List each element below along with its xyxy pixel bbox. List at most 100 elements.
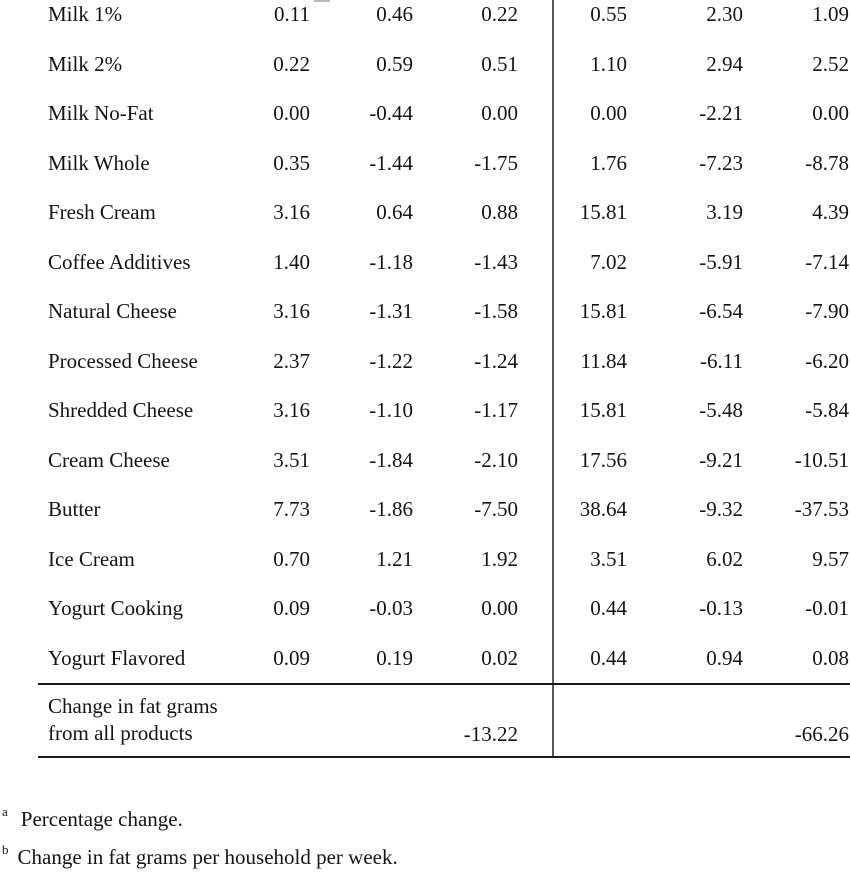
- value-cell: -7.50: [474, 497, 518, 522]
- value-cell: -1.22: [369, 348, 413, 373]
- value-cell: 1.09: [812, 2, 849, 27]
- value-cell: 15.81: [579, 299, 627, 324]
- value-cell: 2.37: [273, 348, 310, 373]
- value-cell: 1.92: [481, 546, 518, 571]
- value-cell: 0.44: [590, 645, 627, 670]
- value-cell: -5.84: [805, 398, 849, 423]
- dairy-products-table: Milk 1% 0.11 0.46 0.22 0.55 2.30 1.09 Mi…: [0, 0, 850, 758]
- value-cell: 2.94: [706, 51, 743, 76]
- value-cell: -6.20: [805, 348, 849, 373]
- value-cell: 0.70: [273, 546, 310, 571]
- value-cell: 0.22: [481, 2, 518, 27]
- value-cell: 1.40: [273, 249, 310, 274]
- table-row: Milk 2% 0.22 0.59 0.51 1.10 2.94 2.52: [0, 40, 850, 90]
- value-cell: 0.11: [274, 2, 310, 27]
- value-cell: 0.59: [376, 51, 413, 76]
- value-cell: 0.00: [590, 101, 627, 126]
- value-cell: -6.54: [699, 299, 743, 324]
- table-row: Milk Whole 0.35 -1.44 -1.75 1.76 -7.23 -…: [0, 139, 850, 189]
- value-cell: 0.02: [481, 645, 518, 670]
- product-label: Fresh Cream: [48, 200, 156, 225]
- summary-label: Change in fat grams from all products: [48, 685, 413, 747]
- value-cell: 15.81: [579, 200, 627, 225]
- summary-left-total: -13.22: [463, 722, 518, 746]
- value-cell: 0.00: [273, 101, 310, 126]
- value-cell: 2.30: [706, 2, 743, 27]
- table-row: Coffee Additives 1.40 -1.18 -1.43 7.02 -…: [0, 238, 850, 288]
- value-cell: 6.02: [706, 546, 743, 571]
- product-label: Milk No-Fat: [48, 101, 154, 126]
- footnote-b-marker: b: [2, 842, 9, 857]
- summary-label-line2: from all products: [48, 721, 193, 745]
- table-row: Milk 1% 0.11 0.46 0.22 0.55 2.30 1.09: [0, 0, 850, 40]
- value-cell: 0.09: [273, 596, 310, 621]
- value-cell: -0.13: [699, 596, 743, 621]
- value-cell: 1.76: [590, 150, 627, 175]
- value-cell: 0.00: [812, 101, 849, 126]
- product-label: Processed Cheese: [48, 348, 198, 373]
- table-row: Yogurt Flavored 0.09 0.19 0.02 0.44 0.94…: [0, 634, 850, 684]
- value-cell: -1.18: [369, 249, 413, 274]
- value-cell: -2.21: [699, 101, 743, 126]
- value-cell: -0.03: [369, 596, 413, 621]
- value-cell: -7.23: [699, 150, 743, 175]
- value-cell: -1.43: [474, 249, 518, 274]
- column-group-divider: [552, 0, 554, 757]
- value-cell: -1.24: [474, 348, 518, 373]
- value-cell: -1.17: [474, 398, 518, 423]
- value-cell: -1.10: [369, 398, 413, 423]
- table-row: Cream Cheese 3.51 -1.84 -2.10 17.56 -9.2…: [0, 436, 850, 486]
- value-cell: -1.84: [369, 447, 413, 472]
- value-cell: 0.55: [590, 2, 627, 27]
- table-bottom-rule: [38, 756, 850, 758]
- value-cell: 17.56: [579, 447, 627, 472]
- value-cell: 7.73: [273, 497, 310, 522]
- product-label: Butter: [48, 497, 101, 522]
- value-cell: -9.32: [699, 497, 743, 522]
- footnote-a: a Percentage change.: [2, 804, 398, 834]
- value-cell: 3.51: [273, 447, 310, 472]
- footnote-b-text: Change in fat grams per household per we…: [17, 845, 398, 869]
- value-cell: 3.16: [273, 299, 310, 324]
- value-cell: 0.46: [376, 2, 413, 27]
- value-cell: 0.09: [273, 645, 310, 670]
- value-cell: 9.57: [812, 546, 849, 571]
- product-rows: Milk 1% 0.11 0.46 0.22 0.55 2.30 1.09 Mi…: [0, 0, 850, 684]
- value-cell: -8.78: [805, 150, 849, 175]
- product-label: Cream Cheese: [48, 447, 170, 472]
- table-row: Yogurt Cooking 0.09 -0.03 0.00 0.44 -0.1…: [0, 584, 850, 634]
- table-row: Butter 7.73 -1.86 -7.50 38.64 -9.32 -37.…: [0, 485, 850, 535]
- cropped-text-artifact: [314, 0, 330, 2]
- value-cell: -1.75: [474, 150, 518, 175]
- value-cell: -6.11: [700, 348, 743, 373]
- value-cell: 3.16: [273, 398, 310, 423]
- value-cell: 3.19: [706, 200, 743, 225]
- product-label: Milk Whole: [48, 150, 150, 175]
- value-cell: -37.53: [794, 497, 849, 522]
- table-row: Fresh Cream 3.16 0.64 0.88 15.81 3.19 4.…: [0, 188, 850, 238]
- value-cell: -0.01: [805, 596, 849, 621]
- summary-top-rule: [38, 683, 850, 685]
- value-cell: -1.58: [474, 299, 518, 324]
- value-cell: 0.00: [481, 101, 518, 126]
- summary-right-total: -66.26: [794, 722, 849, 746]
- product-label: Ice Cream: [48, 546, 135, 571]
- value-cell: -7.14: [805, 249, 849, 274]
- value-cell: -5.48: [699, 398, 743, 423]
- value-cell: 7.02: [590, 249, 627, 274]
- footnote-a-text: Percentage change.: [20, 807, 183, 831]
- value-cell: 1.21: [376, 546, 413, 571]
- footnotes: a Percentage change. b Change in fat grams…: [2, 804, 398, 878]
- value-cell: 0.08: [812, 645, 849, 670]
- value-cell: -10.51: [794, 447, 849, 472]
- value-cell: 0.35: [273, 150, 310, 175]
- value-cell: -5.91: [699, 249, 743, 274]
- product-label: Natural Cheese: [48, 299, 177, 324]
- value-cell: 0.00: [481, 596, 518, 621]
- value-cell: 3.51: [590, 546, 627, 571]
- value-cell: 15.81: [579, 398, 627, 423]
- value-cell: 11.84: [580, 348, 627, 373]
- product-label: Coffee Additives: [48, 249, 191, 274]
- product-label: Yogurt Cooking: [48, 596, 183, 621]
- table-row: Processed Cheese 2.37 -1.22 -1.24 11.84 …: [0, 337, 850, 387]
